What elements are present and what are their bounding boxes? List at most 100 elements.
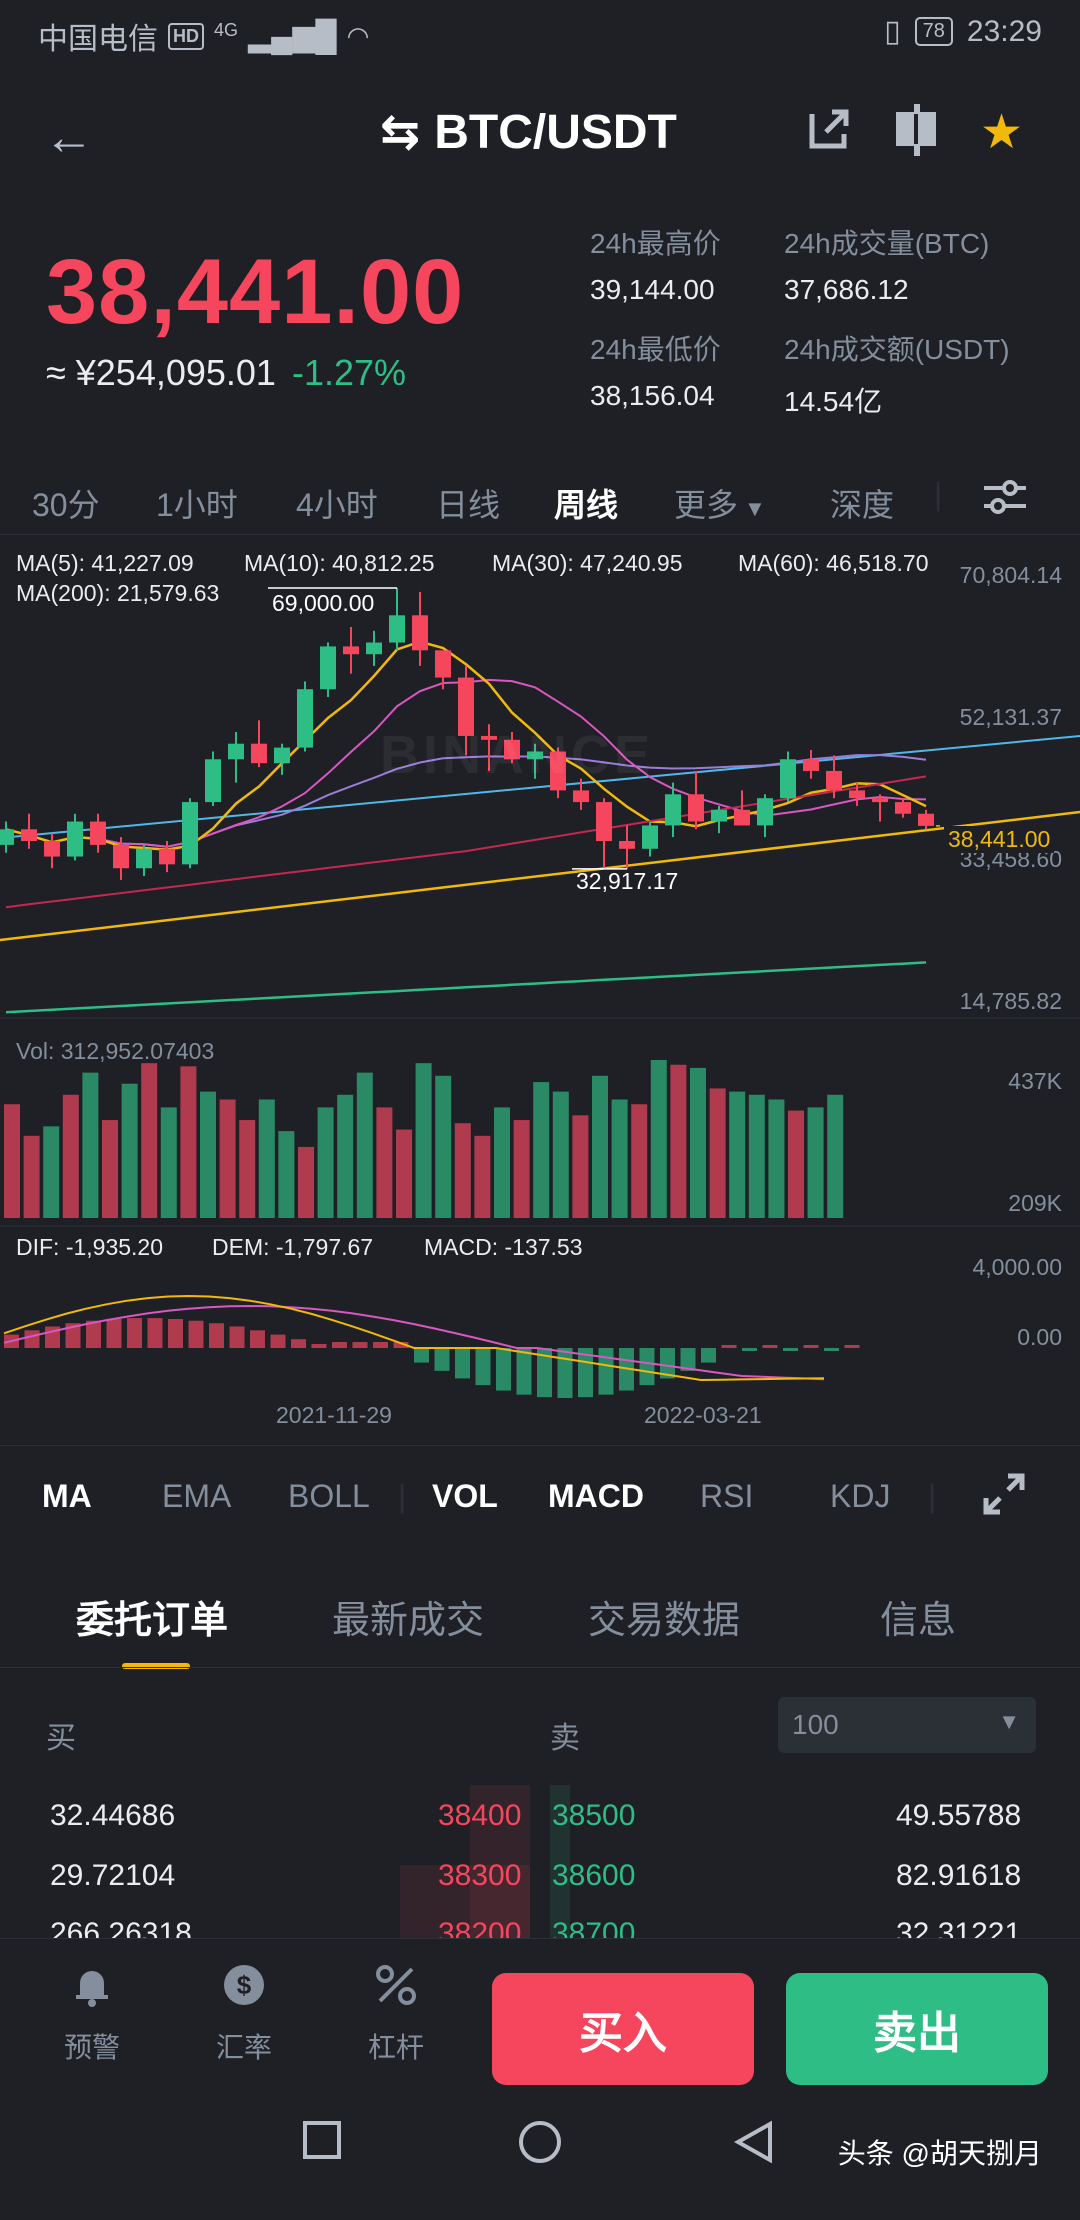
volume-bar bbox=[376, 1107, 393, 1218]
indicator-boll[interactable]: BOLL bbox=[288, 1478, 370, 1514]
home-icon[interactable] bbox=[518, 2120, 562, 2175]
share-icon[interactable] bbox=[806, 104, 854, 164]
stat-label: 24h最高价 bbox=[590, 228, 721, 259]
star-icon[interactable]: ★ bbox=[980, 106, 1024, 159]
volume-bar bbox=[200, 1091, 216, 1218]
chevron-down-icon: ▼ bbox=[744, 496, 766, 521]
bid-price[interactable]: 38300 bbox=[438, 1859, 522, 1892]
bell-icon bbox=[42, 1963, 142, 2018]
order-book-panel: 委托订单 最新成交 交易数据 信息 买 卖 100 ▼ 32.44686 384… bbox=[0, 1545, 1080, 1965]
indicator-vol[interactable]: VOL bbox=[432, 1478, 498, 1514]
volume-bar bbox=[298, 1146, 314, 1218]
volume-bar bbox=[337, 1094, 354, 1218]
tab-latest-trades[interactable]: 最新成交 bbox=[332, 1600, 485, 1642]
volume-bar bbox=[356, 1072, 373, 1218]
more-label: 更多 bbox=[674, 487, 739, 523]
bottom-action-bar: 预警 $ 汇率 杠杆 买入 卖出 bbox=[0, 1938, 1080, 2085]
indicator-rsi[interactable]: RSI bbox=[700, 1478, 754, 1514]
leverage-button[interactable]: 杠杆 bbox=[346, 1963, 446, 2066]
interval-4h[interactable]: 4小时 bbox=[296, 487, 378, 523]
volume-bar bbox=[160, 1107, 177, 1218]
candle-body bbox=[435, 650, 451, 678]
split-layout-icon[interactable] bbox=[892, 104, 940, 168]
candle-body bbox=[918, 813, 934, 826]
rate-button[interactable]: $ 汇率 bbox=[194, 1963, 294, 2066]
sell-button[interactable]: 卖出 bbox=[786, 1973, 1048, 2085]
macd-histogram-bar bbox=[660, 1348, 675, 1379]
macd-histogram-bar bbox=[332, 1342, 347, 1348]
volume-bar bbox=[690, 1067, 706, 1218]
legend-ma10: MA(10): 40,812.25 bbox=[244, 550, 435, 576]
tab-order-book[interactable]: 委托订单 bbox=[76, 1600, 229, 1642]
depth-select[interactable]: 100 ▼ bbox=[778, 1697, 1036, 1753]
watermark-text: 头条 @胡天捌月 bbox=[837, 2138, 1042, 2169]
candle-body bbox=[481, 735, 497, 740]
svg-text:$: $ bbox=[237, 1970, 252, 2000]
indicator-macd[interactable]: MACD bbox=[548, 1478, 644, 1514]
legend-dem: DEM: -1,797.67 bbox=[212, 1234, 374, 1260]
ma200-line bbox=[5, 961, 927, 1014]
ask-price[interactable]: 38600 bbox=[552, 1859, 636, 1892]
bid-depth-bar bbox=[470, 1785, 530, 1965]
macd-histogram-bar bbox=[537, 1348, 552, 1398]
candle-body bbox=[343, 646, 359, 655]
chart-settings-icon[interactable] bbox=[982, 474, 1028, 528]
interval-1d[interactable]: 日线 bbox=[436, 487, 501, 523]
macd-histogram-bar bbox=[106, 1318, 122, 1348]
legend-ma200: MA(200): 21,579.63 bbox=[16, 580, 220, 606]
stat-value: 38,156.04 bbox=[590, 380, 715, 411]
macd-histogram-bar bbox=[434, 1348, 450, 1371]
interval-30m[interactable]: 30分 bbox=[32, 487, 100, 523]
alert-button[interactable]: 预警 bbox=[42, 1963, 142, 2066]
leverage-label: 杠杆 bbox=[367, 2032, 424, 2063]
bid-price[interactable]: 38400 bbox=[438, 1799, 522, 1832]
candle-body bbox=[21, 829, 37, 841]
indicator-ema[interactable]: EMA bbox=[162, 1478, 232, 1514]
carrier-label: 中国电信 bbox=[38, 23, 158, 56]
stat-24h-high: 24h最高价 39,144.00 bbox=[590, 222, 721, 306]
stat-value: 39,144.00 bbox=[590, 274, 715, 305]
back-arrow-icon[interactable]: ← bbox=[44, 109, 94, 165]
status-bar: 中国电信 HD 4G ▂▄▆█ ◠ ▯ 78 23:29 bbox=[0, 0, 1080, 64]
tab-info[interactable]: 信息 bbox=[880, 1600, 957, 1642]
swap-icon: ⇆ bbox=[380, 106, 421, 159]
legend-ma5: MA(5): 41,227.09 bbox=[16, 550, 194, 576]
indicator-kdj[interactable]: KDJ bbox=[830, 1478, 891, 1514]
candle-body bbox=[826, 770, 842, 791]
buy-header: 买 bbox=[46, 1722, 76, 1755]
indicator-ma[interactable]: MA bbox=[42, 1478, 92, 1514]
pair-selector[interactable]: ⇆ BTC/USDT bbox=[380, 104, 677, 160]
volume-bar bbox=[631, 1104, 648, 1218]
macd-histogram-bar bbox=[803, 1345, 819, 1348]
stat-24h-volume: 24h成交量(BTC) 37,686.12 bbox=[784, 222, 989, 306]
macd-histogram-bar bbox=[291, 1339, 306, 1348]
volume-bar bbox=[4, 1104, 20, 1218]
stat-value: 14.54亿 bbox=[784, 386, 883, 417]
volume-axis-label: 437K bbox=[1008, 1068, 1062, 1094]
back-icon[interactable] bbox=[733, 2120, 774, 2175]
interval-1h[interactable]: 1小时 bbox=[156, 487, 238, 523]
macd-histogram-bar bbox=[598, 1348, 614, 1395]
candle-body bbox=[849, 790, 865, 799]
volume-bar bbox=[611, 1099, 628, 1218]
volume-bar bbox=[670, 1064, 687, 1218]
interval-depth[interactable]: 深度 bbox=[830, 487, 895, 523]
buy-button[interactable]: 买入 bbox=[492, 1973, 754, 2085]
recents-icon[interactable] bbox=[302, 2120, 342, 2171]
fullscreen-icon[interactable] bbox=[980, 1470, 1028, 1526]
macd-histogram-bar bbox=[824, 1348, 839, 1351]
macd-histogram-bar bbox=[188, 1320, 204, 1348]
volume-bar bbox=[415, 1063, 432, 1218]
ask-price[interactable]: 38500 bbox=[552, 1799, 636, 1832]
tab-trading-data[interactable]: 交易数据 bbox=[588, 1600, 741, 1642]
candle-body bbox=[228, 743, 244, 760]
legend-macd: MACD: -137.53 bbox=[424, 1234, 583, 1260]
macd-histogram-bar bbox=[455, 1348, 470, 1379]
interval-more[interactable]: 更多 ▼ bbox=[674, 480, 766, 526]
candle-body bbox=[573, 790, 589, 803]
stat-24h-turnover: 24h成交额(USDT) 14.54亿 bbox=[784, 328, 1010, 420]
interval-1w[interactable]: 周线 bbox=[554, 487, 619, 523]
candle-body bbox=[412, 615, 428, 651]
kline-chart[interactable]: MA(5): 41,227.09 MA(10): 40,812.25 MA(30… bbox=[0, 540, 1080, 1428]
candle-body bbox=[113, 844, 129, 869]
